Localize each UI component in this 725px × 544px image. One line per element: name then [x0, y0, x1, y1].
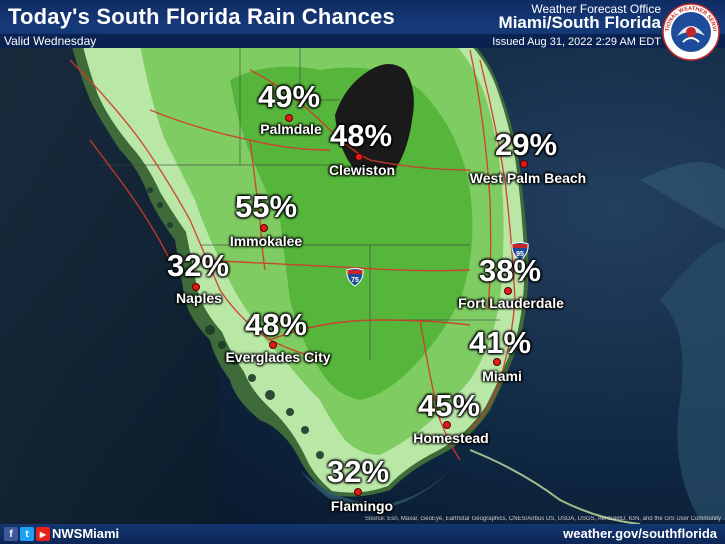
marker-everglades-city	[269, 341, 277, 349]
page-title: Today's South Florida Rain Chances	[8, 4, 395, 29]
florida-bay	[300, 470, 450, 512]
marker-palmdale	[285, 114, 293, 122]
chance-everglades-city: 48%	[244, 307, 308, 342]
interstate-75-label: 75	[351, 277, 359, 284]
footer-bar: f t ▶ NWSMiami weather.gov/southflorida	[0, 524, 725, 544]
bahamas	[660, 240, 725, 520]
youtube-icon[interactable]: ▶	[36, 527, 50, 541]
roads	[69, 49, 516, 461]
website-link[interactable]: weather.gov/southflorida	[563, 526, 717, 541]
facebook-icon[interactable]: f	[4, 527, 18, 541]
marker-homestead	[443, 421, 451, 429]
marker-immokalee	[260, 224, 268, 232]
chance-flamingo: 32%	[326, 454, 390, 489]
valid-bar	[0, 34, 725, 48]
office-label: Weather Forecast Office	[531, 2, 661, 16]
marker-fort-lauderdale	[504, 287, 512, 295]
marker-naples	[192, 283, 200, 291]
interstate-95-shield: 95	[511, 242, 529, 261]
noaa-nws-logo: NATIONAL WEATHER SERVICE	[659, 0, 721, 62]
chance-clewiston: 48%	[329, 118, 393, 153]
city-fort-lauderdale: Fort Lauderdale	[458, 295, 564, 311]
chance-west-palm-beach: 29%	[494, 127, 558, 162]
city-miami: Miami	[482, 368, 522, 384]
marker-miami	[493, 358, 501, 366]
chance-naples: 32%	[166, 248, 230, 283]
rain-zone-dark	[230, 66, 473, 401]
florida-keys	[469, 449, 641, 525]
office-name: Miami/South Florida	[498, 13, 661, 32]
marker-clewiston	[355, 153, 363, 161]
lake-okeechobee	[335, 64, 414, 175]
southwest-coast-islands	[147, 187, 324, 459]
interstate-95-label: 95	[516, 251, 524, 258]
interstate-75-shield: 75	[346, 268, 364, 287]
valid-day: Valid Wednesday	[4, 34, 97, 48]
chance-immokalee: 55%	[234, 189, 298, 224]
marker-flamingo	[354, 488, 362, 496]
chance-palmdale: 49%	[257, 79, 321, 114]
marker-west-palm-beach	[520, 160, 528, 168]
city-everglades-city: Everglades City	[225, 349, 331, 365]
chance-homestead: 45%	[417, 388, 481, 423]
city-naples: Naples	[176, 290, 222, 306]
twitter-icon[interactable]: t	[20, 527, 34, 541]
social-icons: f t ▶	[4, 527, 50, 541]
chance-miami: 41%	[468, 325, 532, 360]
issued-time: Issued Aug 31, 2022 2:29 AM EDT	[492, 36, 661, 48]
city-immokalee: Immokalee	[229, 233, 303, 249]
city-west-palm-beach: West Palm Beach	[469, 170, 587, 186]
bahamas-shoal	[640, 162, 725, 230]
city-homestead: Homestead	[413, 430, 489, 446]
map-credits: Source: Esri, Maxar, GeoEye, Earthstar G…	[364, 516, 721, 522]
social-handle[interactable]: NWSMiami	[52, 526, 120, 541]
city-flamingo: Flamingo	[330, 498, 394, 514]
city-palmdale: Palmdale	[260, 121, 322, 137]
city-clewiston: Clewiston	[328, 162, 396, 178]
chance-fort-lauderdale: 38%	[478, 253, 542, 288]
